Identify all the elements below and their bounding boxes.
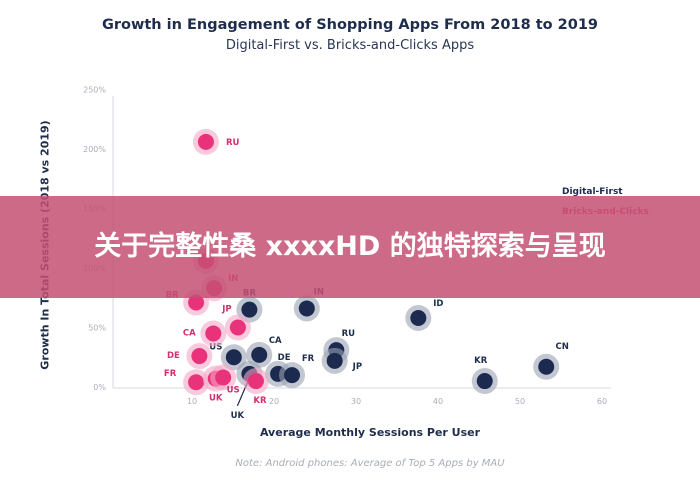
chart-subtitle: Digital-First vs. Bricks-and-Clicks Apps <box>225 38 475 53</box>
point-label: UK <box>231 411 245 421</box>
x-axis-label: Average Monthly Sessions Per User <box>259 426 481 439</box>
point-label: RU <box>226 138 240 148</box>
bricks-and-clicks-point <box>215 369 232 386</box>
y-tick-label: 200% <box>83 145 106 154</box>
bricks-and-clicks-point <box>191 348 208 365</box>
bricks-and-clicks-point <box>247 373 264 390</box>
point-label: FR <box>302 354 315 364</box>
digital-first-point <box>284 367 301 384</box>
point-label: JP <box>221 305 231 315</box>
x-tick-label: 50 <box>515 397 525 406</box>
y-tick-label: 250% <box>83 86 106 95</box>
point-label: JP <box>352 362 362 372</box>
bricks-and-clicks-point <box>188 374 205 391</box>
point-label: DE <box>278 353 291 363</box>
point-label: DE <box>167 351 180 361</box>
digital-first-point <box>225 349 242 366</box>
legend-entry: Digital-First <box>562 187 623 197</box>
x-tick-label: 30 <box>351 397 361 406</box>
digital-first-point <box>410 309 427 326</box>
point-label: CN <box>556 342 569 352</box>
bricks-and-clicks-point <box>205 325 222 342</box>
y-tick-label: 50% <box>88 324 106 333</box>
digital-first-point <box>251 346 268 363</box>
chart-title: Growth in Engagement of Shopping Apps Fr… <box>101 17 599 33</box>
x-tick-label: 40 <box>433 397 443 406</box>
digital-first-point <box>476 373 493 390</box>
point-label: UK <box>209 394 223 404</box>
point-label: CA <box>269 336 282 346</box>
point-label: FR <box>164 369 177 379</box>
digital-first-point <box>241 301 258 318</box>
point-label: KR <box>474 356 488 366</box>
point-label: KR <box>253 396 267 406</box>
point-label: US <box>209 342 222 352</box>
digital-first-point <box>326 352 343 369</box>
chart-note: Note: Android phones: Average of Top 5 A… <box>235 458 505 469</box>
y-tick-label: 0% <box>93 383 106 392</box>
x-tick-label: 20 <box>269 397 279 406</box>
bricks-and-clicks-point <box>197 133 214 150</box>
point-label: RU <box>342 329 356 339</box>
point-label: CA <box>183 328 196 338</box>
digital-first-point <box>298 300 315 317</box>
point-label: US <box>227 385 240 395</box>
x-tick-label: 60 <box>597 397 607 406</box>
bricks-and-clicks-point <box>188 294 205 311</box>
point-label: ID <box>433 299 443 309</box>
banner-text: 关于完整性桑 xxxxHD 的独特探索与呈现 <box>94 231 606 262</box>
bricks-and-clicks-point <box>229 319 246 336</box>
x-tick-label: 10 <box>187 397 197 406</box>
overlay-banner: 关于完整性桑 xxxxHD 的独特探索与呈现 <box>0 196 700 298</box>
digital-first-point <box>538 358 555 375</box>
